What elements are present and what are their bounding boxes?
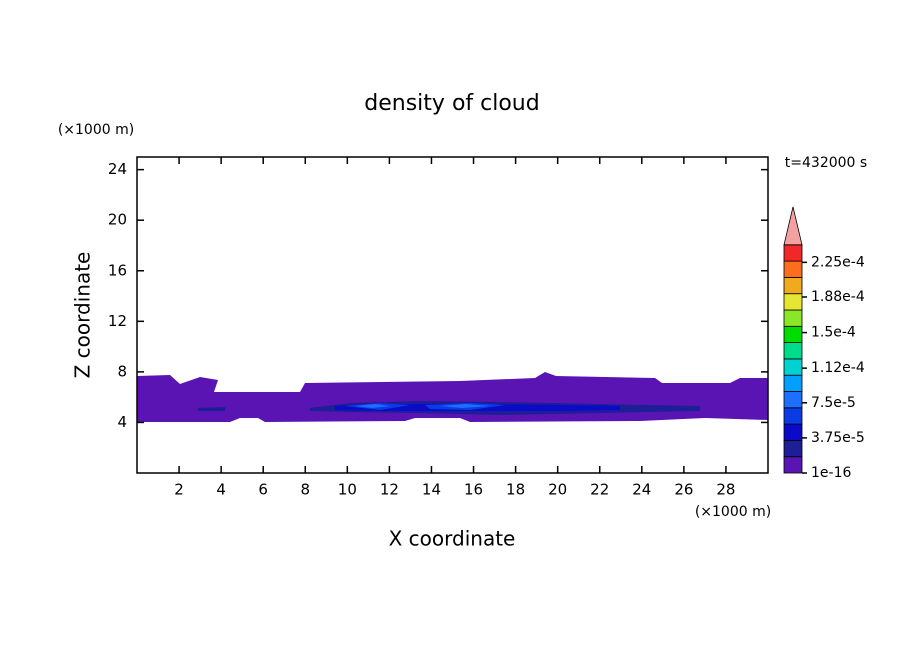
- colorbar-label: 7.5e-5: [811, 395, 856, 411]
- colorbar-label: 1.5e-4: [811, 325, 856, 341]
- plot-frame: [136, 156, 769, 474]
- x-tick-label: 20: [548, 481, 567, 499]
- colorbar-label: 3.75e-5: [811, 430, 865, 446]
- contour-region: [137, 372, 768, 422]
- y-tick-label: 4: [117, 413, 127, 431]
- colorbar-box: [783, 391, 803, 409]
- contour-region: [355, 404, 390, 408]
- y-tick-label: 16: [108, 261, 127, 279]
- colorbar-box: [783, 325, 803, 343]
- colorbar-box: [783, 309, 803, 327]
- chart-title: density of cloud: [364, 91, 539, 116]
- x-tick-label: 12: [380, 481, 399, 499]
- contour-region: [198, 407, 225, 411]
- x-axis-label: X coordinate: [389, 527, 516, 551]
- colorbar-box: [783, 358, 803, 376]
- x-tick-label: 18: [506, 481, 525, 499]
- contour-region: [440, 404, 490, 408]
- colorbar-box: [783, 260, 803, 278]
- y-tick-label: 12: [108, 312, 127, 330]
- y-axis-label: Z coordinate: [71, 252, 95, 379]
- colorbar-label: 1.88e-4: [811, 289, 865, 305]
- y-tick-label: 24: [108, 160, 127, 178]
- x-tick-label: 16: [464, 481, 483, 499]
- x-tick-label: 8: [300, 481, 310, 499]
- colorbar-box: [783, 423, 803, 441]
- colorbar-box: [783, 407, 803, 425]
- time-label: t=432000 s: [785, 155, 867, 171]
- x-tick-label: 22: [590, 481, 609, 499]
- colorbar-box: [783, 293, 803, 311]
- x-tick-label: 2: [174, 481, 184, 499]
- x-tick-label: 26: [674, 481, 693, 499]
- colorbar-label: 2.25e-4: [811, 254, 865, 270]
- x-tick-label: 14: [422, 481, 441, 499]
- contour-field: [137, 372, 768, 422]
- y-tick-label: 20: [108, 211, 127, 229]
- colorbar-box: [783, 276, 803, 295]
- x-tick-label: 10: [338, 481, 357, 499]
- colorbar-box: [783, 439, 803, 458]
- colorbar-box: [783, 244, 803, 262]
- x-tick-label: 4: [216, 481, 226, 499]
- colorbar-box: [783, 456, 803, 474]
- colorbar-label: 1.12e-4: [811, 360, 865, 376]
- y-tick-label: 8: [117, 362, 127, 380]
- x-tick-label: 24: [632, 481, 651, 499]
- colorbar-label: 1e-16: [811, 465, 851, 481]
- colorbar-box: [783, 374, 803, 392]
- x-tick-label: 6: [258, 481, 268, 499]
- colorbar-box: [783, 342, 803, 360]
- x-tick-label: 28: [716, 481, 735, 499]
- y-unit: (×1000 m): [58, 122, 134, 138]
- colorbar-extend: [783, 206, 803, 246]
- x-unit: (×1000 m): [695, 504, 771, 520]
